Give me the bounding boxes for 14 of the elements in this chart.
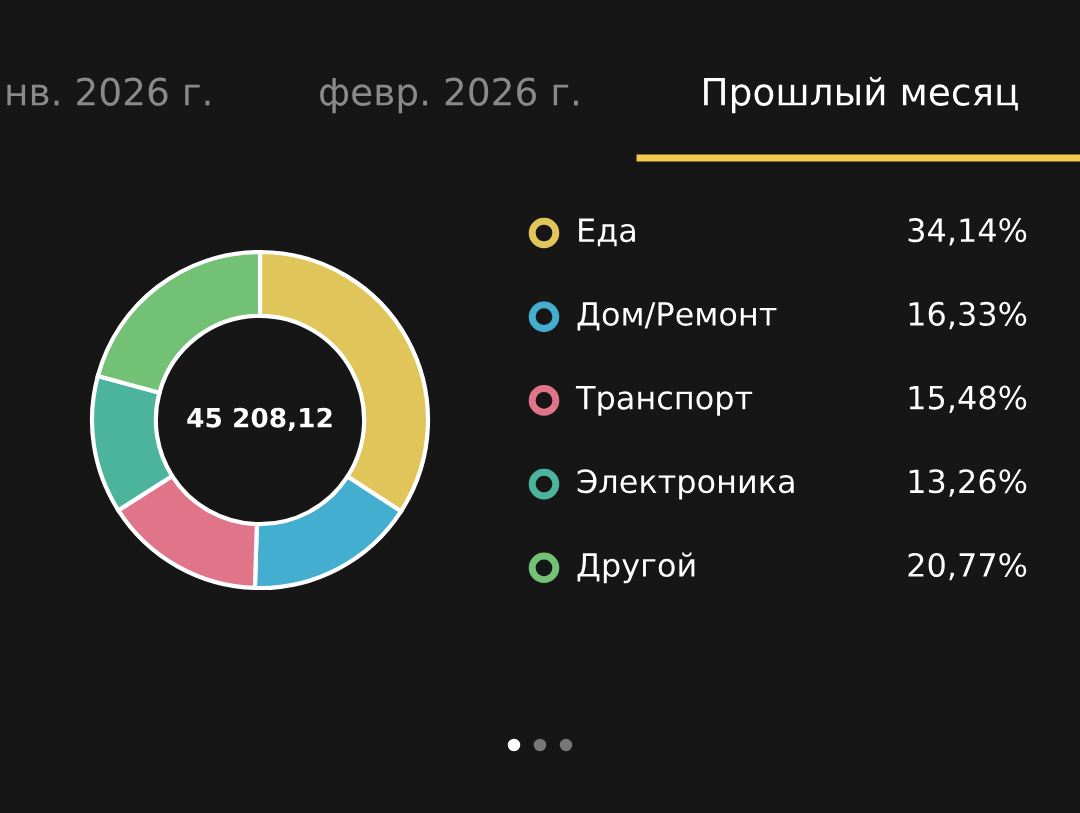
legend-label: Электроника — [577, 469, 794, 500]
text: 45 208,12 — [187, 407, 332, 432]
data-label: 34,14% — [908, 218, 1027, 246]
legend-label: Еда — [579, 218, 635, 247]
legend-label: Транспорт — [575, 385, 753, 416]
data-label: 15,48% — [909, 385, 1027, 413]
legend-label: Другой — [577, 552, 695, 584]
text: февр. 2026 г. — [320, 77, 578, 114]
data-label: 13,26% — [909, 469, 1027, 497]
data-label: 20,77% — [908, 552, 1027, 581]
text: нв. 2026 г. — [7, 77, 210, 106]
legend-label: Дом/Ремонт — [577, 302, 777, 331]
data-label: 16,33% — [909, 301, 1027, 330]
text: Прошлый месяц — [704, 77, 1018, 114]
